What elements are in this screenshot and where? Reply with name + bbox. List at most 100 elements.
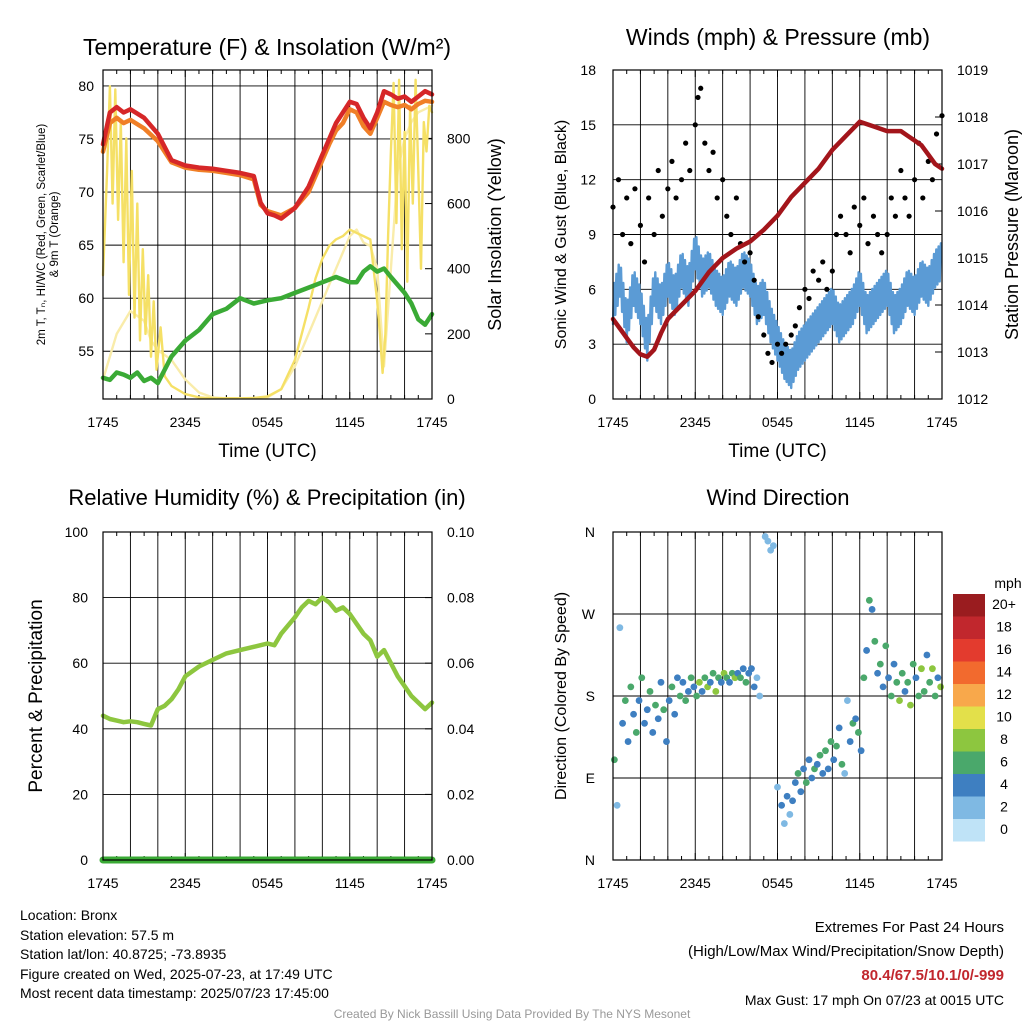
wind-gust-point [728,231,734,238]
wind-gust-point [655,167,661,174]
temp-x-tick-label: 1745 [416,414,447,430]
dir-direction-point [632,729,640,736]
wind-y2-tick-label: 1013 [957,344,988,360]
temp-series-0 [100,88,435,221]
dir-direction-point [701,674,709,682]
dir-direction-point [901,688,909,695]
wind-gust-point [651,231,657,238]
wind-gust-point [865,241,871,247]
legend-swatch [953,594,985,617]
dir-y-tick-label: N [585,852,595,868]
wind-gust-point [774,341,781,347]
wind-x-tick-label: 2345 [680,414,711,430]
wind-gust-point [824,286,830,292]
dir-x-tick-label: 1745 [926,875,957,891]
dir-y-tick-label: S [586,688,595,704]
rh-series-rh [100,595,435,728]
wind-gust-point [902,195,908,201]
dir-direction-point [778,801,786,809]
temp-y-tick-label: 70 [78,184,94,200]
dir-chart-title: Wind Direction [706,485,849,510]
wind-series-sonic-wind [611,236,943,390]
wind-chart-title: Winds (mph) & Pressure (mb) [626,24,930,50]
wind-gust-point [751,277,757,283]
figure-created: Figure created on Wed, 2025-07-23, at 17… [20,965,333,982]
wind-gust-point [906,213,912,219]
legend-label: 14 [996,664,1012,680]
dir-direction-point [923,651,931,659]
dir-direction-point [926,678,934,686]
dir-direction-point [797,788,805,796]
dir-direction-point [698,688,706,695]
wind-gust-point [892,213,898,219]
dir-direction-point [641,719,648,727]
wind-series-pressure [610,119,945,359]
credit-line: Created By Nick Bassill Using Data Provi… [333,1007,691,1021]
dir-direction-point [879,683,887,691]
dir-direction-point [753,674,761,682]
temp-y-axis-label-line: & 9m T (Orange) [49,191,61,277]
dir-direction-point [800,765,807,773]
wind-gust-point [747,250,753,256]
rh-y2-tick-label: 0.08 [447,590,474,606]
station-latlon: Station lat/lon: 40.8725; -73.8935 [20,946,227,962]
legend-label: 10 [996,709,1012,725]
dir-direction-point [706,678,714,686]
dir-direction-point [742,678,750,686]
wind-gust-point [665,186,671,192]
dir-direction-point [816,751,824,759]
wind-gust-point [695,94,701,101]
wind-gust-point [829,268,835,274]
wind-y-tick-label: 15 [580,117,596,133]
wind-x-tick-label: 1745 [926,414,957,430]
legend-label: 20+ [992,596,1016,612]
temp-y-tick-label: 65 [78,237,94,253]
wind-gust-point [720,177,726,183]
dir-direction-point [896,697,903,704]
dir-direction-point [833,742,840,750]
dir-direction-point [726,678,733,686]
dir-direction-point [794,770,802,777]
rh-y-tick-label: 80 [72,590,88,606]
legend-title: mph [994,575,1021,591]
station-elevation: Station elevation: 57.5 m [20,926,175,943]
temp-x-tick-label: 1145 [335,414,365,430]
rh-y-axis-label: Percent & Precipitation [26,599,47,792]
dir-direction-point [824,765,832,773]
legend-swatch [953,616,985,639]
legend-label: 18 [996,619,1012,635]
dir-x-tick-label: 1745 [597,875,628,891]
dir-direction-point [868,606,876,613]
rh-y-tick-label: 0 [80,852,88,868]
wind-gust-point [851,204,857,210]
dir-direction-point [684,688,692,695]
wind-gust-point [641,259,648,265]
dir-direction-point [904,678,912,686]
wind-y2-tick-label: 1017 [957,156,988,172]
rh-y2-tick-label: 0.04 [447,721,474,737]
dir-direction-point [844,697,851,704]
station-info: Location: Bronx Station elevation: 57.5 … [20,906,333,1004]
dir-x-tick-label: 0545 [762,875,793,891]
dir-direction-point [915,692,923,700]
dir-direction-point [621,697,629,704]
dir-direction-point [920,688,928,695]
wind-gust-point [673,195,679,201]
dir-direction-point [717,678,725,686]
dir-direction-point [657,678,665,686]
temp-y-axis-label: 2m T, Tₙ, HI/WC (Red, Green, Scarlet/Blu… [36,124,61,346]
legend-swatch [953,639,985,662]
temp-series-2 [100,264,435,386]
legend-swatch [953,819,985,842]
legend-label: 2 [1000,799,1008,815]
dir-direction-point [682,697,690,704]
dir-direction-point [756,692,764,700]
dir-direction-point [643,706,651,714]
dir-direction-point [805,756,813,764]
rh-x-tick-label: 1745 [416,875,447,891]
dir-direction-point [780,820,788,827]
legend-label: 6 [1000,754,1008,770]
dir-direction-point [882,642,890,650]
wind-gust-point [692,122,698,128]
